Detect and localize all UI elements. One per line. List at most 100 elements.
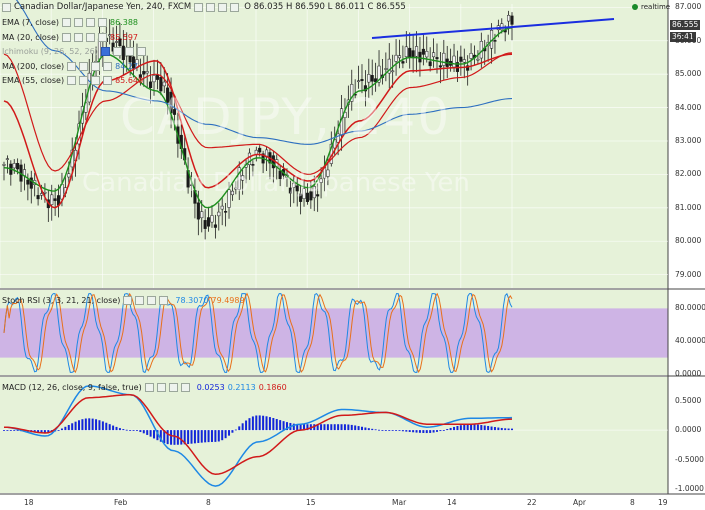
ichimoku-settings-icon[interactable]: [100, 46, 110, 56]
ma20-settings-icon[interactable]: [62, 32, 72, 42]
price-axis-label: 84.000: [675, 102, 702, 112]
candle-body: [476, 58, 480, 61]
candle-body: [138, 74, 142, 79]
macd-hist-bar: [139, 430, 142, 432]
macd-hist-bar: [487, 425, 490, 431]
candle-body: [220, 205, 224, 210]
candle-body: [237, 167, 241, 190]
macd-hist-bar: [115, 426, 118, 431]
stoch-hide-icon[interactable]: [135, 295, 145, 305]
candle-body: [39, 193, 44, 196]
macd-hide-icon[interactable]: [156, 382, 166, 392]
ema7-settings-icon[interactable]: [62, 17, 71, 27]
macd-hist-bar: [425, 430, 428, 434]
legend-ema7[interactable]: EMA (7, close) 86.388: [2, 16, 138, 28]
ma20-close-icon[interactable]: [98, 32, 108, 42]
ohlc-values: O 86.035 H 86.590 L 86.011 C 86.555: [244, 2, 406, 12]
ma200-format-icon[interactable]: [91, 61, 101, 71]
ema7-hide-icon[interactable]: [74, 17, 83, 27]
ma20-hide-icon[interactable]: [74, 32, 84, 42]
candle-body: [357, 80, 361, 83]
macd-hist-bar: [71, 423, 74, 431]
macd-hist-bar: [435, 430, 438, 432]
ema55-hide-icon[interactable]: [79, 75, 89, 85]
macd-hist-bar: [183, 430, 186, 445]
macd-panel[interactable]: [0, 377, 668, 493]
macd-hist-bar: [306, 424, 309, 431]
candle-body: [271, 155, 275, 169]
macd-hist-bar: [384, 430, 387, 431]
ichimoku-format-icon[interactable]: [124, 46, 134, 56]
macd-hist-bar: [490, 426, 493, 431]
time-axis-label: 18: [24, 498, 34, 507]
candle-body: [394, 54, 398, 62]
ema55-close-icon[interactable]: [103, 75, 113, 85]
macd-hist-bar: [381, 430, 384, 431]
candle-body: [26, 179, 30, 185]
ichimoku-hide-icon[interactable]: [112, 46, 122, 56]
candle-body: [288, 187, 292, 194]
macd-hist-bar: [292, 423, 295, 431]
ma200-hide-icon[interactable]: [79, 61, 89, 71]
macd-hist-bar: [415, 430, 418, 433]
ema55-format-icon[interactable]: [91, 75, 101, 85]
legend-ma200[interactable]: MA (200, close) 84.27: [2, 60, 138, 72]
ichimoku-close-icon[interactable]: [136, 46, 146, 56]
close-icon[interactable]: [218, 2, 228, 12]
format-icon[interactable]: [206, 2, 216, 12]
legend-ema55[interactable]: EMA (55, close) 85.640: [2, 74, 143, 86]
legend-ma20[interactable]: MA (20, close) 85.597: [2, 31, 138, 43]
candle-body: [5, 158, 9, 160]
macd-label: MACD (12, 26, close, 9, false, true): [2, 382, 142, 392]
macd-hist-bar: [412, 430, 415, 433]
macd-hist-bar: [132, 430, 135, 431]
legend-stoch[interactable]: Stoch RSI (3, 3, 21, 21, close) 78.3070 …: [2, 294, 245, 306]
macd-hist-bar: [245, 420, 248, 431]
watermark-name: Canadian Dollar/Japanese Yen: [82, 168, 470, 198]
stoch-format-icon[interactable]: [147, 295, 157, 305]
macd-hist-bar: [74, 421, 77, 431]
macd-close-icon[interactable]: [180, 382, 190, 392]
ema7-close-icon[interactable]: [98, 17, 107, 27]
candle-body: [309, 191, 313, 201]
macd-hist-bar: [105, 422, 108, 431]
candle-body: [295, 185, 299, 192]
ma200-settings-icon[interactable]: [67, 61, 77, 71]
legend-macd[interactable]: MACD (12, 26, close, 9, false, true) 0.0…: [2, 381, 287, 393]
resistance-trendline[interactable]: [371, 18, 615, 39]
candle-body: [299, 193, 303, 202]
macd-hist-bar: [466, 424, 469, 431]
macd-hist-bar: [81, 419, 84, 431]
macd-hist-value: 0.0253: [196, 382, 225, 392]
ma200-close-icon[interactable]: [103, 61, 113, 71]
legend-ema55-value: 85.640: [115, 75, 144, 85]
macd-format-icon[interactable]: [168, 382, 178, 392]
candle-body: [319, 178, 323, 183]
legend-ema55-name: EMA (55, close): [2, 75, 65, 85]
macd-settings-icon[interactable]: [144, 382, 154, 392]
candle-body: [425, 51, 429, 58]
more-icon[interactable]: [230, 2, 240, 12]
candle-body: [305, 192, 309, 202]
candle-body: [159, 77, 163, 92]
macd-hist-bar: [453, 426, 456, 431]
candle-body: [408, 47, 412, 58]
stoch-settings-icon[interactable]: [123, 295, 133, 305]
settings-icon[interactable]: [2, 2, 11, 12]
macd-hist-bar: [122, 429, 125, 431]
hide-icon[interactable]: [194, 2, 204, 12]
candle-body: [29, 177, 33, 189]
ema55-settings-icon[interactable]: [67, 75, 77, 85]
macd-hist-bar: [13, 430, 16, 431]
macd-hist-bar: [418, 430, 421, 433]
ema7-format-icon[interactable]: [86, 17, 95, 27]
stoch-close-icon[interactable]: [159, 295, 169, 305]
macd-hist-bar: [299, 424, 302, 431]
macd-hist-bar: [84, 418, 87, 431]
candle-body: [387, 58, 391, 74]
macd-hist-bar: [3, 430, 5, 431]
candle-body: [132, 56, 136, 69]
ma20-format-icon[interactable]: [86, 32, 96, 42]
legend-ichimoku[interactable]: Ichimoku (9, 26, 52, 26): [2, 45, 146, 57]
